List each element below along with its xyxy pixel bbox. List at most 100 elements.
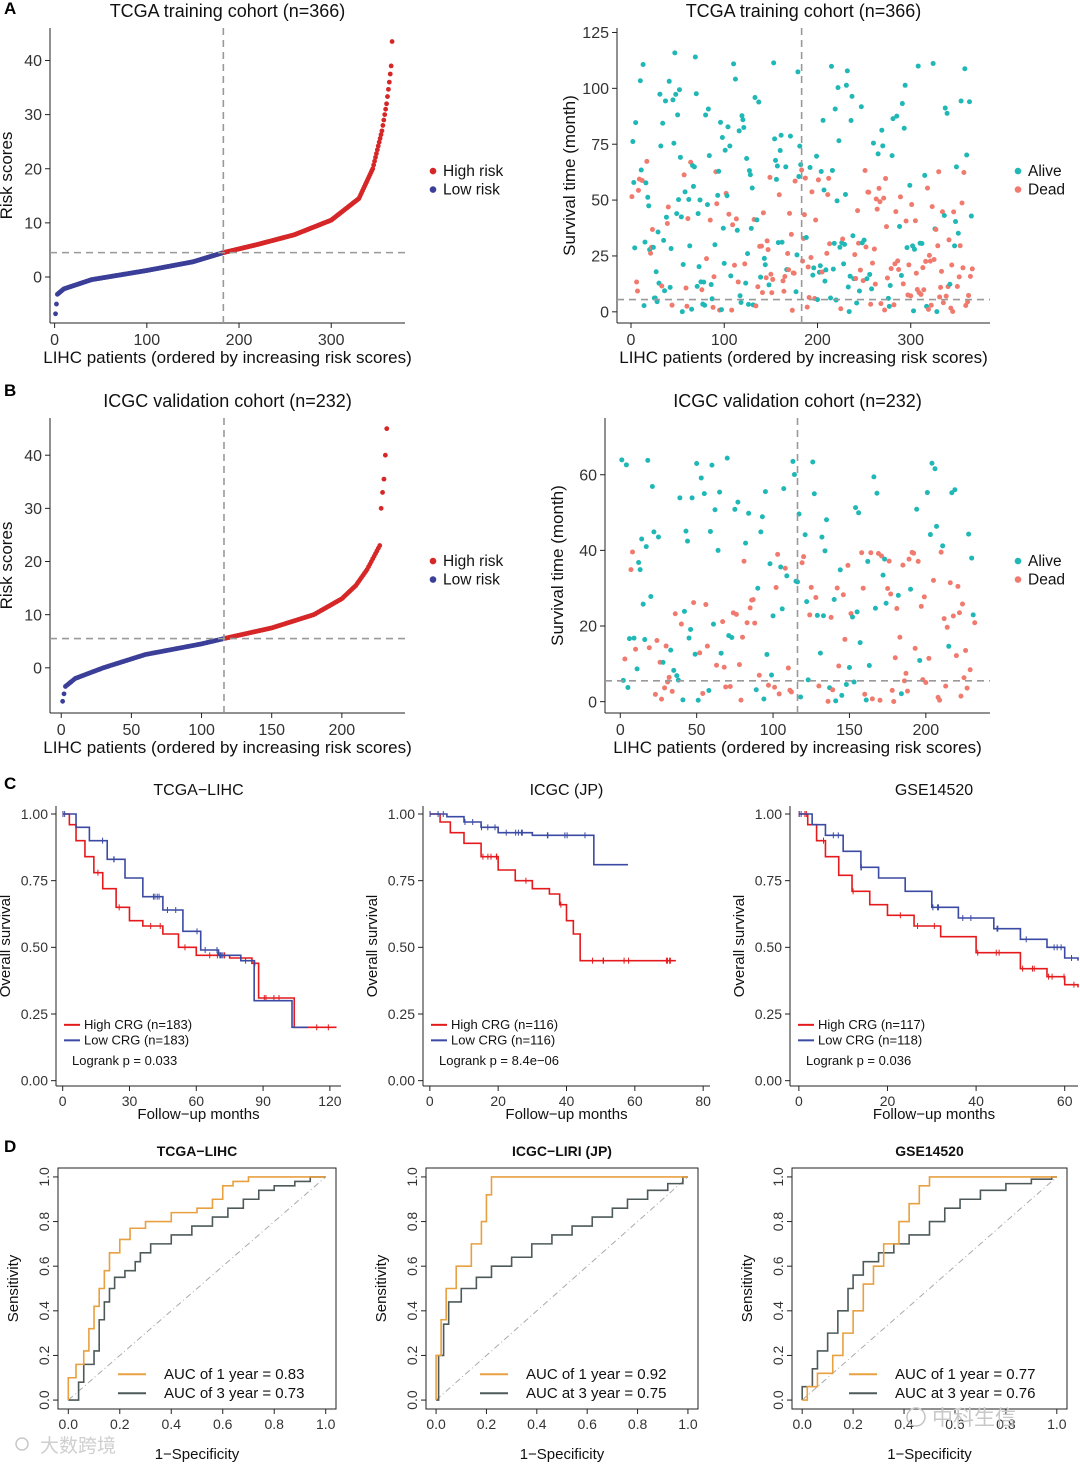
- panel-label-b: B: [4, 381, 16, 400]
- survival-point: [625, 684, 631, 690]
- chart-title: GSE14520: [895, 1143, 964, 1159]
- survival-point: [649, 227, 655, 233]
- survival-point: [889, 153, 895, 159]
- survival-point: [828, 63, 834, 69]
- survival-point: [645, 457, 651, 463]
- x-tick-label: 200: [912, 722, 939, 739]
- survival-point: [735, 499, 741, 505]
- survival-point: [741, 558, 747, 564]
- survival-point: [819, 269, 825, 275]
- x-tick-label: 0.6: [213, 1416, 233, 1432]
- survival-point: [697, 650, 703, 656]
- survival-point: [856, 510, 862, 516]
- survival-point: [804, 304, 810, 310]
- survival-point: [885, 586, 891, 592]
- survival-point: [927, 258, 933, 264]
- survival-point: [906, 556, 912, 562]
- plot-frame: [791, 1167, 1068, 1410]
- watermark-right: 中科生信: [906, 1407, 1016, 1430]
- survival-point: [953, 653, 959, 659]
- survival-point: [657, 91, 663, 97]
- survival-point: [825, 192, 831, 198]
- survival-point: [702, 302, 708, 308]
- risk-point: [385, 94, 390, 99]
- chart-title: TCGA training cohort (n=366): [686, 1, 922, 21]
- survival-point: [850, 233, 856, 239]
- km-curve-high: [429, 813, 676, 962]
- survival-point: [708, 282, 714, 288]
- y-tick-label: 0.50: [21, 939, 48, 955]
- axes-a2: 0 100 200 300 0 25 50 75 100 125 TCGA training coh…: [560, 1, 1065, 367]
- survival-point: [854, 300, 860, 306]
- y-tick-label: 20: [24, 161, 42, 178]
- survival-point: [705, 106, 711, 112]
- survival-point: [820, 117, 826, 123]
- survival-point: [849, 93, 855, 99]
- survival-point: [725, 124, 731, 130]
- survival-point: [746, 510, 752, 516]
- survival-point: [891, 302, 897, 308]
- survival-point: [756, 672, 762, 678]
- survival-point: [652, 691, 658, 697]
- survival-point: [934, 523, 940, 529]
- survival-point: [882, 307, 888, 313]
- y-tick-label: 0.2: [770, 1346, 786, 1366]
- survival-point: [869, 696, 875, 702]
- axes-d2: 0.0 0.2 0.4 0.6 0.8 1.0 0.0 0.2 0.4 0.6 0.8 1.0 ICGC…: [373, 1143, 699, 1463]
- panel-label-c: C: [4, 774, 16, 793]
- x-tick-label: 60: [627, 1093, 643, 1109]
- survival-point: [961, 170, 967, 176]
- survival-point: [832, 106, 838, 112]
- survival-point: [704, 202, 710, 208]
- survival-point: [780, 278, 786, 284]
- x-axis-label: Follow−up months: [137, 1106, 259, 1123]
- survival-point: [670, 97, 676, 103]
- risk-point: [374, 147, 380, 153]
- survival-point: [886, 303, 892, 309]
- chart-title: ICGC−LIRI (JP): [512, 1143, 612, 1159]
- survival-point: [929, 460, 935, 466]
- survival-point: [758, 529, 764, 535]
- survival-point: [735, 279, 741, 285]
- survival-point: [741, 125, 747, 131]
- survival-point: [860, 585, 866, 591]
- survival-point: [654, 637, 660, 643]
- survival-point: [841, 261, 847, 267]
- survival-point: [859, 550, 865, 556]
- survival-point: [921, 594, 927, 600]
- y-tick-label: 0.00: [21, 1073, 48, 1089]
- survival-point: [952, 243, 958, 249]
- y-tick-label: 60: [579, 467, 597, 484]
- survival-point: [774, 163, 780, 169]
- survival-point: [968, 213, 974, 219]
- y-axis-label: Sensitivity: [739, 1254, 756, 1322]
- survival-point: [660, 120, 666, 126]
- survival-point: [729, 307, 735, 313]
- x-tick-label: 20: [880, 1093, 896, 1109]
- survival-point: [834, 198, 840, 204]
- survival-point: [970, 612, 976, 618]
- survival-point: [776, 192, 782, 198]
- survival-point: [917, 657, 923, 663]
- survival-point: [747, 172, 753, 178]
- legend: High CRG (n=183)Low CRG (n=183): [64, 1017, 192, 1048]
- survival-point: [900, 281, 906, 287]
- risk-point: [387, 71, 393, 77]
- survival-point: [960, 601, 965, 607]
- y-tick-label: 10: [24, 215, 42, 232]
- survival-point: [943, 293, 949, 299]
- survival-point: [900, 562, 906, 568]
- legend-label-high-crg: High CRG (n=117): [818, 1017, 925, 1032]
- survival-point: [721, 260, 727, 266]
- survival-point: [908, 586, 914, 592]
- survival-point: [857, 267, 863, 273]
- survival-point: [824, 517, 830, 523]
- survival-point: [767, 561, 773, 567]
- y-tick-label: 20: [24, 554, 42, 571]
- survival-point: [828, 295, 834, 301]
- survival-point: [866, 189, 872, 195]
- risk-point: [373, 154, 378, 160]
- survival-point: [762, 262, 768, 268]
- survival-point: [816, 683, 822, 689]
- survival-point: [644, 158, 650, 164]
